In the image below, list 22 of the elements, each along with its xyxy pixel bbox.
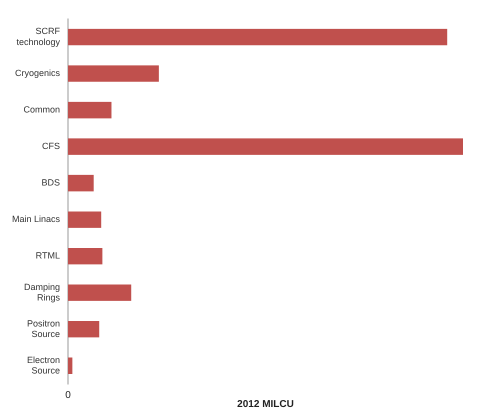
y-tick-label: Cryogenics [14, 68, 61, 78]
y-tick-label: Damping Rings [24, 282, 61, 303]
y-tick-label: Common [24, 104, 60, 115]
bar [68, 358, 72, 374]
bar [68, 138, 463, 155]
y-tick-label: SCRF technology [16, 26, 61, 47]
bar [68, 102, 112, 118]
y-tick-label: RTML [36, 250, 60, 261]
y-tick-label: Electron Source [26, 354, 60, 376]
text: 0 [65, 390, 72, 401]
bar [68, 248, 102, 264]
bar [68, 321, 100, 338]
bar [68, 65, 159, 82]
bar [68, 174, 94, 192]
y-tick-label: BDS [42, 178, 60, 188]
bar [68, 211, 102, 228]
y-tick-label: Main Linacs [12, 214, 61, 224]
bar [68, 28, 448, 46]
y-tick-label: CFS [42, 141, 60, 152]
bar [68, 284, 132, 301]
x-axis-title: 2012 MILCU [237, 398, 294, 410]
y-tick-label: Positron Source [26, 318, 60, 340]
